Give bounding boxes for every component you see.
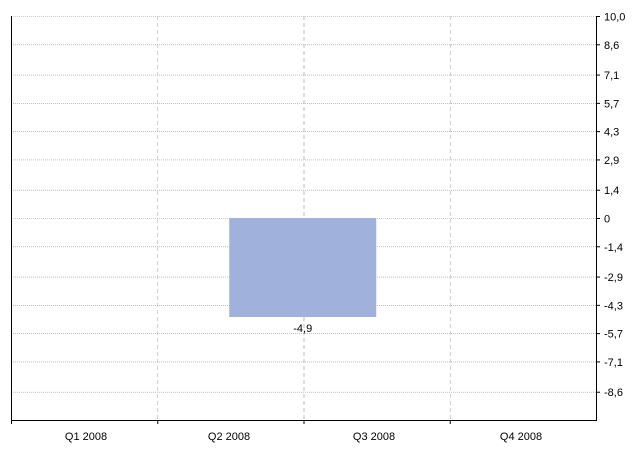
y-tick-label: 0 [604,214,610,226]
x-tick-label: Q3 2008 [353,431,395,443]
x-tick-label: Q4 2008 [500,431,542,443]
y-tick-label: 1,4 [604,185,619,197]
bars [229,218,377,317]
y-tick-label: -5,7 [604,329,623,341]
y-tick-label: 10,0 [604,12,625,24]
y-tick-label: 4,3 [604,127,619,139]
labels: 10,0 8,6 7,1 5,7 4,3 2,9 1,4 0 -1,4 -2,9 -4,3 -5,7 -… [65,12,626,444]
x-tick-label: Q2 2008 [208,431,250,443]
x-tick-label: Q1 2008 [65,431,107,443]
bar [229,218,377,317]
data-label: -4,9 [293,323,312,335]
y-tick-label: -8,6 [604,387,623,399]
y-tick-label: -4,3 [604,300,623,312]
y-tick-label: 8,6 [604,40,619,52]
axes [11,16,600,424]
y-tick-label: -1,4 [604,242,623,254]
y-tick-label: 5,7 [604,98,619,110]
y-tick-label: 7,1 [604,70,619,82]
y-tick-label: -7,1 [604,357,623,369]
y-tick-label: 2,9 [604,155,619,167]
y-tick-label: -2,9 [604,272,623,284]
